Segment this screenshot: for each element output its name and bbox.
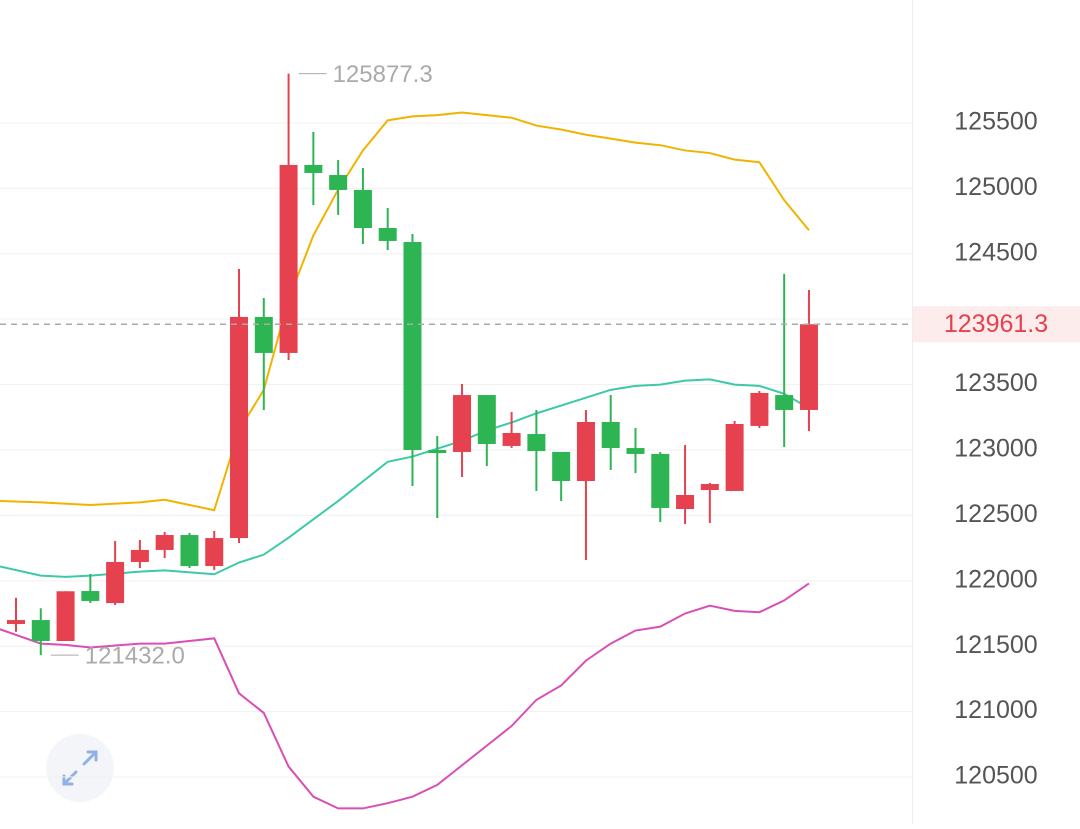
candle-body [576,422,595,482]
candle-body [651,453,670,508]
candle-body [601,422,620,449]
candle-body [775,395,794,410]
expand-button-bg[interactable] [46,734,114,802]
candle-body [279,164,298,353]
candle-body [56,591,75,641]
band-line [0,582,810,810]
candle-body [453,395,472,452]
candle-body [353,189,372,229]
y-tick-label: 121000 [954,696,1037,724]
last-price-box [913,306,1080,343]
y-tick-label: 125000 [954,173,1037,201]
candle-body [676,495,695,509]
candle-body [378,228,397,241]
candle-body [725,423,744,491]
candle-body [130,549,149,562]
y-tick-label: 122500 [954,500,1037,528]
last-price-label: 123961.3 [944,310,1048,338]
y-tick-label: 124500 [954,238,1037,266]
candle-body [304,164,323,173]
candle-body [527,434,546,452]
expand-icon[interactable] [62,750,98,786]
candle-body [31,620,50,641]
candle-body [799,324,818,410]
candle-body [477,395,496,444]
candle-body [750,392,769,426]
candle-body [700,484,719,491]
candle-body [403,242,422,451]
y-tick-label: 125500 [954,108,1037,136]
candle-body [7,620,25,624]
band-line [0,111,810,512]
expand-button[interactable] [46,734,114,802]
y-tick-label: 123500 [954,369,1037,397]
y-tick-label: 123000 [954,435,1037,463]
y-tick-label: 122000 [954,565,1037,593]
candle-body [155,535,174,550]
candle-body [626,448,645,454]
candle-body [428,450,447,454]
candle-body [329,175,348,190]
candle-body [502,432,521,446]
y-tick-label: 121500 [954,631,1037,659]
candle-body [230,316,249,539]
y-tick-label: 120500 [954,762,1037,790]
candle-body [254,316,273,353]
candle-body [106,561,125,604]
candle-body [81,591,100,601]
candle-body [205,538,224,567]
annotation-label: 121432.0 [85,642,185,669]
annotation-label: 125877.3 [333,61,433,88]
candle-body [552,451,571,482]
candle-body [180,535,199,567]
